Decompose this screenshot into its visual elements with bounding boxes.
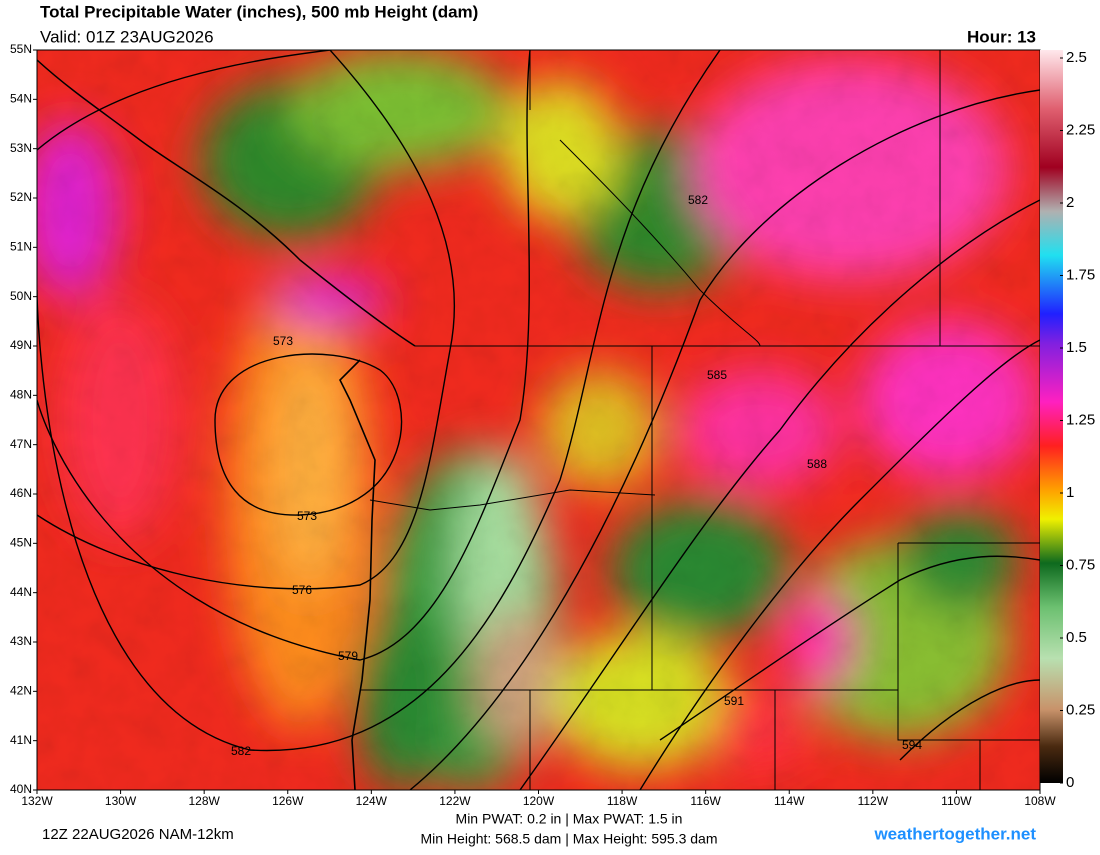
lat-label: 51N xyxy=(10,240,32,254)
lat-label: 55N xyxy=(10,42,32,56)
lon-label: 122W xyxy=(439,794,471,808)
height-stats: Min Height: 568.5 dam | Max Height: 595.… xyxy=(420,831,717,847)
map-field xyxy=(37,50,1040,790)
contour-label: 594 xyxy=(902,738,922,752)
lat-label: 53N xyxy=(10,141,32,155)
colorbar-label: 2.5 xyxy=(1066,49,1087,66)
colorbar-label: 0 xyxy=(1066,774,1074,791)
lon-label: 126W xyxy=(272,794,304,808)
lat-label: 42N xyxy=(10,684,32,698)
site-name: weathertogether.net xyxy=(873,824,1036,843)
lon-label: 116W xyxy=(690,794,721,808)
lat-label: 54N xyxy=(10,92,32,106)
pwat-stats: Min PWAT: 0.2 in | Max PWAT: 1.5 in xyxy=(456,811,683,827)
lat-label: 52N xyxy=(10,190,32,204)
colorbar-label: 0.5 xyxy=(1066,629,1087,646)
lat-label: 41N xyxy=(10,733,32,747)
lat-label: 49N xyxy=(10,338,32,352)
contour-label: 585 xyxy=(707,368,727,382)
lat-label: 43N xyxy=(10,634,32,648)
lat-label: 50N xyxy=(10,289,32,303)
contour-label: 579 xyxy=(338,649,358,663)
lon-label: 118W xyxy=(607,794,638,808)
colorbar-label: 0.75 xyxy=(1066,556,1095,573)
colorbar-label: 0.25 xyxy=(1066,701,1095,718)
model-run: 12Z 22AUG2026 NAM-12km xyxy=(42,826,234,843)
lon-label: 108W xyxy=(1024,794,1056,808)
colorbar-label: 1.5 xyxy=(1066,339,1087,356)
colorbar-label: 2.25 xyxy=(1066,121,1095,138)
forecast-hour: Hour: 13 xyxy=(967,27,1036,46)
contour-label: 573 xyxy=(297,509,317,523)
contour-label: 591 xyxy=(724,694,744,708)
lon-label: 130W xyxy=(105,794,137,808)
lat-label: 46N xyxy=(10,486,32,500)
colorbar-label: 2 xyxy=(1066,194,1074,211)
colorbar-scale xyxy=(1040,50,1063,783)
contour-label: 582 xyxy=(231,744,251,758)
lat-label: 40N xyxy=(10,782,32,796)
lon-label: 110W xyxy=(941,794,972,808)
valid-time: Valid: 01Z 23AUG2026 xyxy=(40,27,214,46)
contour-label: 576 xyxy=(292,583,312,597)
lat-label: 47N xyxy=(10,437,32,451)
lon-label: 114W xyxy=(774,794,805,808)
lon-label: 132W xyxy=(21,794,53,808)
contour-label: 588 xyxy=(807,457,827,471)
lat-label: 48N xyxy=(10,388,32,402)
title: Total Precipitable Water (inches), 500 m… xyxy=(40,2,478,21)
contour-label: 582 xyxy=(688,193,708,207)
lat-label: 44N xyxy=(10,585,32,599)
lon-label: 120W xyxy=(523,794,555,808)
colorbar xyxy=(1040,50,1063,783)
lon-label: 124W xyxy=(356,794,388,808)
colorbar-label: 1.75 xyxy=(1066,266,1095,283)
contour-label: 573 xyxy=(273,334,293,348)
colorbar-label: 1.25 xyxy=(1066,411,1095,428)
colorbar-label: 1 xyxy=(1066,484,1074,501)
lon-label: 128W xyxy=(188,794,220,808)
lon-label: 112W xyxy=(858,794,889,808)
lat-label: 45N xyxy=(10,536,32,550)
